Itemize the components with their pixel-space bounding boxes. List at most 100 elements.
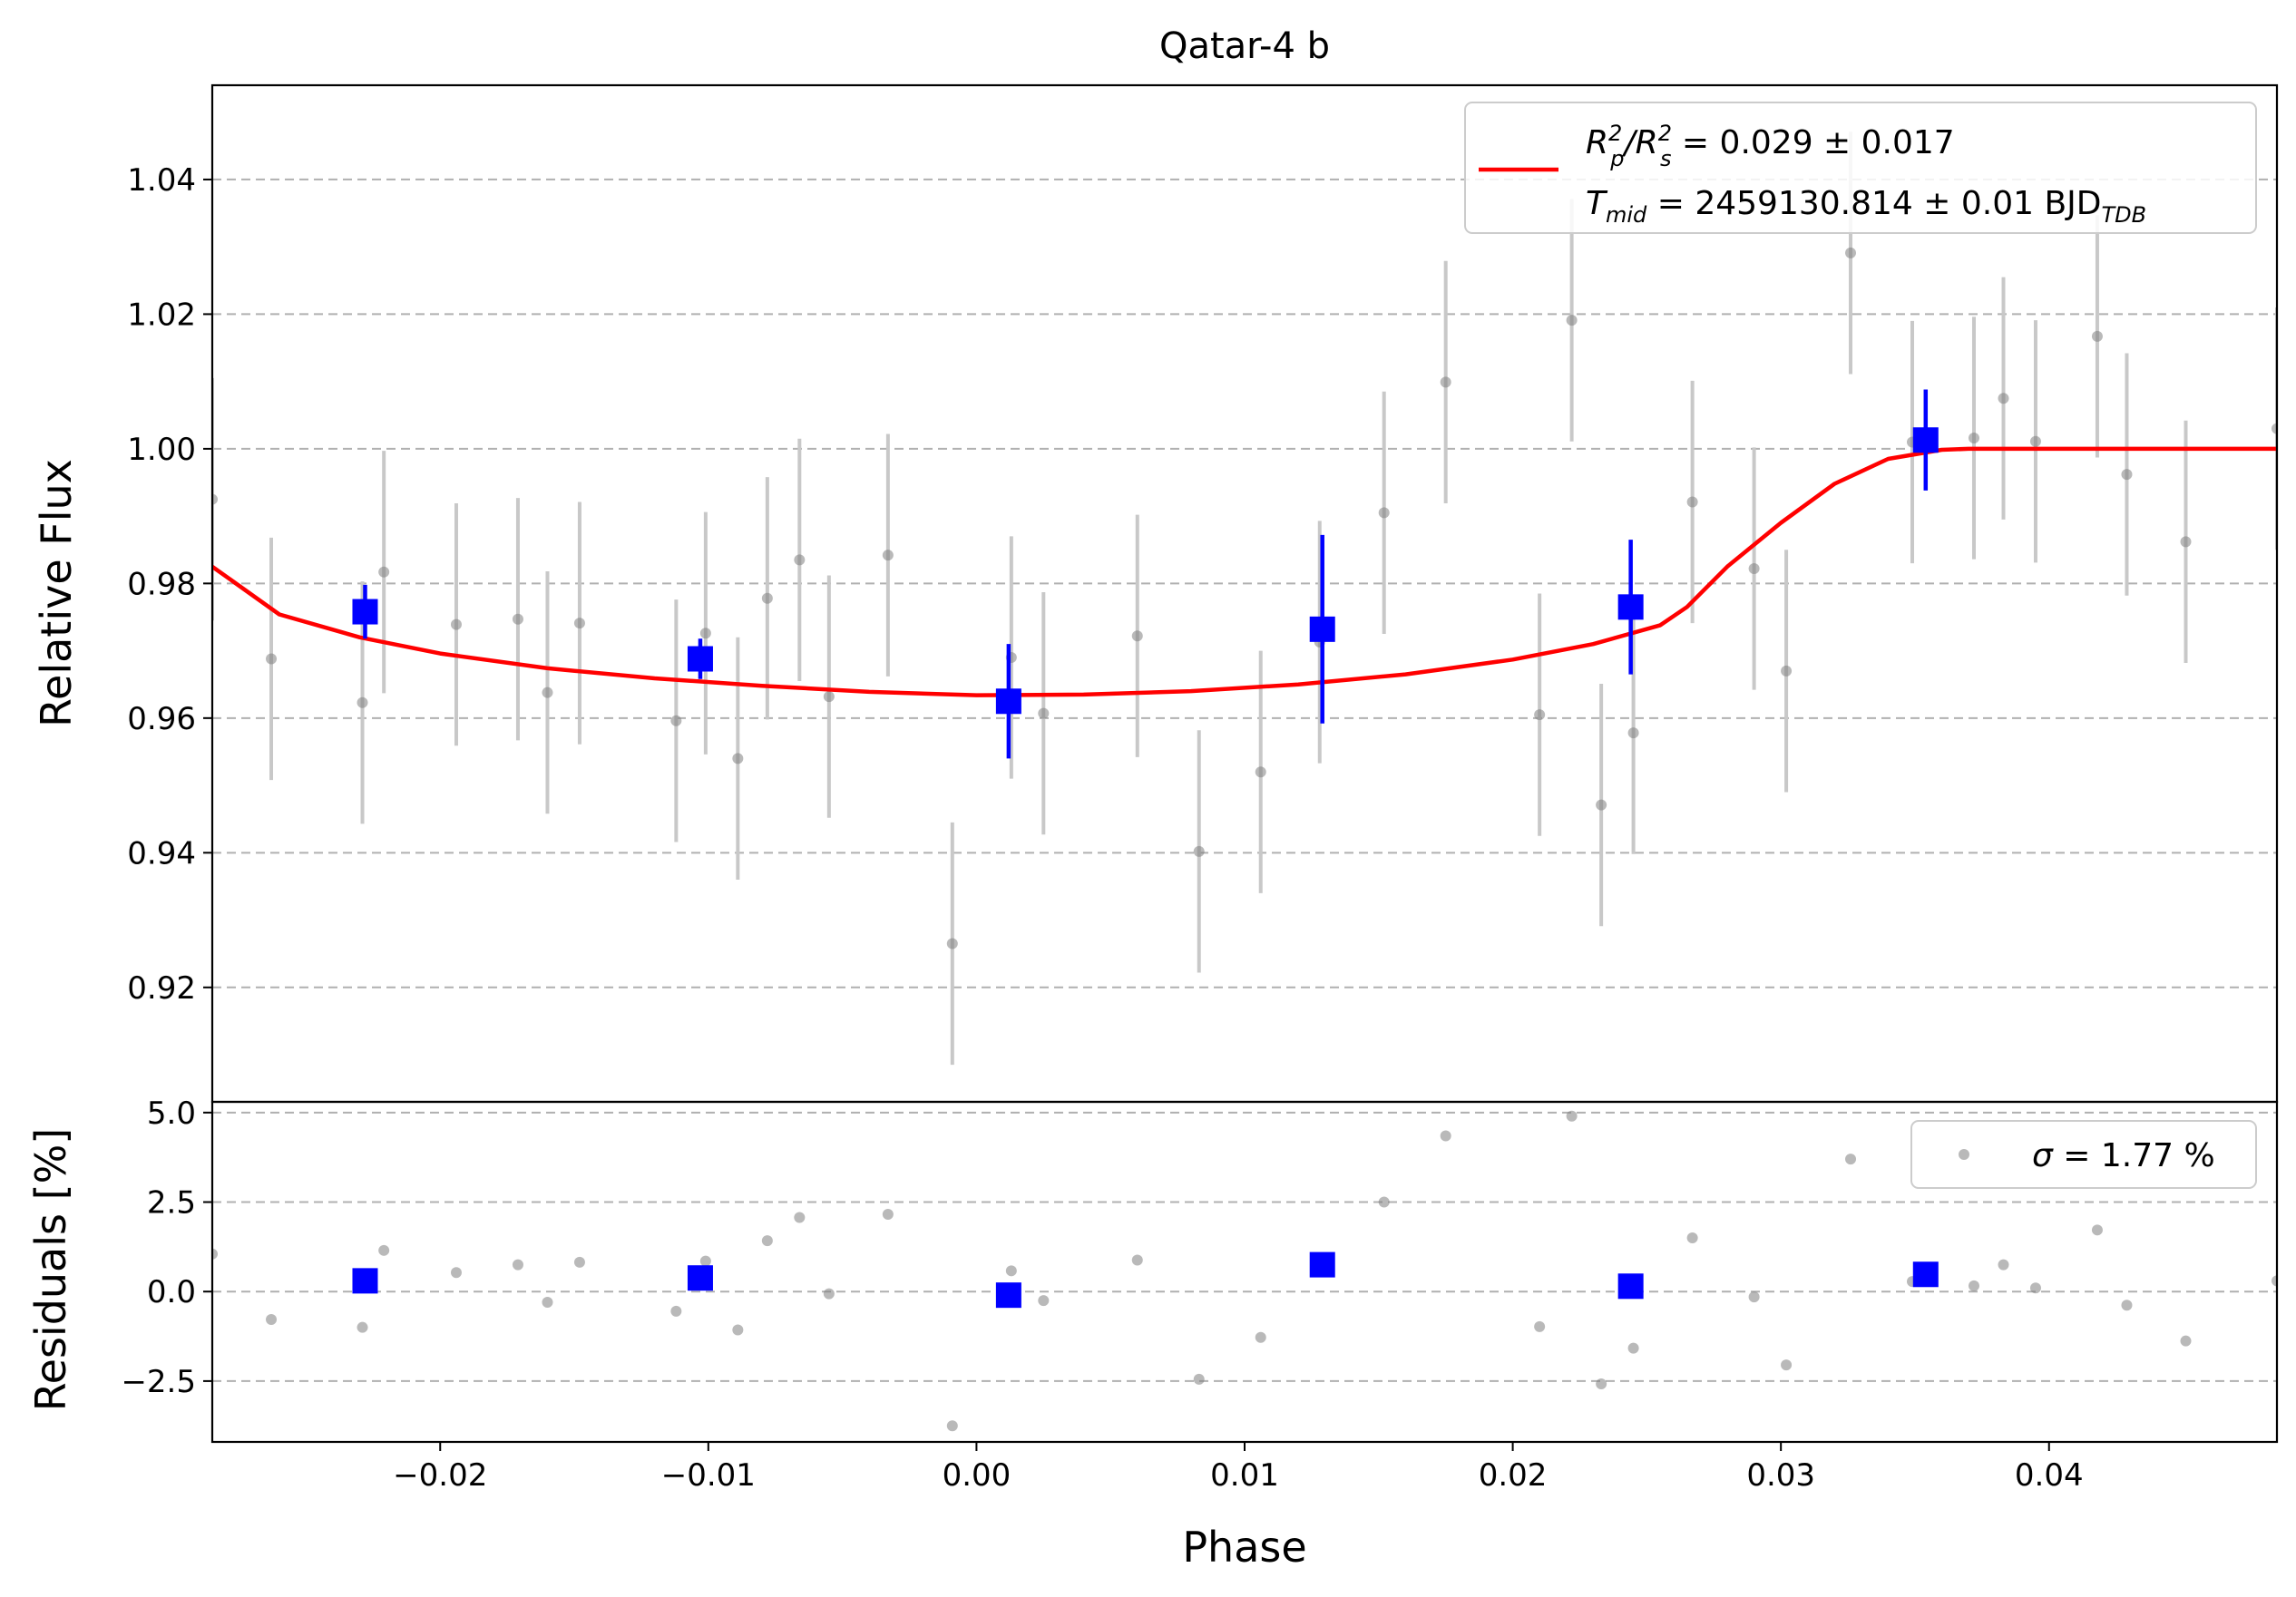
- residual-point: [450, 1267, 462, 1279]
- raw-point: [1131, 630, 1143, 642]
- raw-point: [212, 493, 218, 505]
- raw-point: [450, 618, 462, 630]
- bottom-y-tick-label: 5.0: [147, 1096, 196, 1132]
- x-tick-label: 0.00: [943, 1457, 1011, 1494]
- top-binned-points: [352, 389, 1939, 759]
- binned-point: [687, 646, 713, 672]
- x-tick-label: 0.01: [1210, 1457, 1279, 1494]
- raw-point: [1534, 709, 1546, 721]
- residual-point: [823, 1288, 835, 1300]
- residual-point: [794, 1212, 806, 1223]
- raw-point: [699, 628, 711, 639]
- residual-point: [1005, 1265, 1017, 1277]
- residual-point: [1627, 1342, 1639, 1354]
- raw-point: [357, 696, 368, 708]
- x-tick-label: 0.02: [1479, 1457, 1548, 1494]
- raw-point: [2180, 536, 2192, 548]
- chart-title: Qatar-4 b: [1159, 25, 1330, 67]
- residual-point: [1566, 1110, 1578, 1122]
- residual-point: [1255, 1331, 1266, 1343]
- bottom-grid: [212, 1111, 2277, 1382]
- raw-point: [542, 687, 553, 698]
- residual-point: [2029, 1282, 2041, 1294]
- binned-point: [1617, 594, 1644, 620]
- binned-residual-point: [995, 1282, 1021, 1309]
- svg-text:σ = 1.77 %: σ = 1.77 %: [2032, 1137, 2215, 1174]
- residual-point: [512, 1259, 523, 1271]
- binned-residual-point: [1617, 1273, 1644, 1300]
- raw-point: [1596, 799, 1607, 811]
- residual-point: [1781, 1359, 1793, 1371]
- raw-point: [2272, 423, 2277, 434]
- binned-residual-point: [352, 1268, 378, 1294]
- raw-point: [512, 613, 523, 625]
- raw-point: [1748, 563, 1760, 575]
- residual-point: [946, 1420, 958, 1432]
- raw-point: [1440, 376, 1451, 388]
- residual-point: [2121, 1300, 2133, 1311]
- x-tick-label: −0.02: [393, 1457, 487, 1494]
- svg-text:Tmid = 2459130.814 ± 0.01 BJDT: Tmid = 2459130.814 ± 0.01 BJDTDB: [1586, 185, 2146, 228]
- raw-point: [2029, 435, 2041, 447]
- raw-point: [1998, 393, 2009, 404]
- x-tick-label: 0.03: [1746, 1457, 1815, 1494]
- legend-raw-marker: [1959, 1149, 1969, 1160]
- raw-point: [882, 550, 894, 561]
- residual-point: [2272, 1275, 2277, 1287]
- top-y-ticks: 0.92 0.94 0.96 0.98 1.00 1.02 1.04: [127, 162, 212, 1007]
- top-legend: R2 p/R2 s = 0.029 ± 0.017 Tmid = 2459130.8…: [1464, 102, 2257, 234]
- binned-residual-point: [1309, 1251, 1335, 1278]
- raw-point: [266, 653, 278, 665]
- bottom-legend: σ = 1.77 %: [1910, 1120, 2257, 1189]
- residual-point: [1440, 1130, 1451, 1142]
- residual-point: [670, 1305, 682, 1317]
- bottom-y-tick-label: 2.5: [147, 1185, 196, 1222]
- raw-point: [761, 592, 773, 604]
- residual-point: [1748, 1291, 1760, 1303]
- raw-point: [670, 715, 682, 726]
- residual-point: [378, 1244, 390, 1256]
- top-y-tick-label: 1.02: [127, 297, 196, 333]
- residual-point: [1686, 1232, 1698, 1243]
- residual-point: [699, 1255, 711, 1267]
- residual-point: [1193, 1373, 1205, 1385]
- x-tick-label: 0.04: [2015, 1457, 2084, 1494]
- bottom-raw-points: [212, 1110, 2277, 1432]
- top-raw-points: [212, 131, 2277, 1066]
- binned-residual-point: [687, 1265, 713, 1291]
- top-y-axis-label: Relative Flux: [32, 459, 81, 727]
- x-ticks: −0.02 −0.01 0.00 0.01 0.02 0.03 0.04: [393, 1442, 2084, 1494]
- raw-point: [378, 566, 390, 578]
- residual-point: [1534, 1320, 1546, 1332]
- residual-point: [1131, 1254, 1143, 1266]
- raw-point: [2121, 469, 2133, 481]
- bottom-y-tick-label: 0.0: [147, 1274, 196, 1310]
- bottom-y-ticks: −2.5 0.0 2.5 5.0: [121, 1096, 212, 1400]
- residual-point: [732, 1324, 744, 1336]
- residual-point: [1038, 1295, 1050, 1307]
- binned-point: [1912, 427, 1939, 453]
- x-tick-label: −0.01: [661, 1457, 756, 1494]
- raw-point: [1566, 315, 1578, 326]
- residual-point: [1845, 1154, 1857, 1165]
- residual-point: [573, 1256, 585, 1268]
- raw-point: [1968, 433, 1979, 444]
- bottom-binned-points: [352, 1251, 1939, 1309]
- raw-point: [823, 691, 835, 703]
- residual-point: [1968, 1280, 1979, 1291]
- residual-point: [542, 1297, 553, 1309]
- svg-text:R2p/R2s = 0.029 ± 0.017: R2 p/R2 s = 0.029 ± 0.017: [1586, 121, 1955, 171]
- raw-point: [794, 554, 806, 566]
- raw-point: [1255, 766, 1266, 778]
- raw-point: [732, 753, 744, 764]
- raw-point: [1781, 665, 1793, 677]
- binned-residual-point: [1912, 1261, 1939, 1288]
- residual-point: [212, 1248, 218, 1260]
- raw-point: [1378, 507, 1390, 519]
- residual-point: [357, 1321, 368, 1333]
- residual-point: [761, 1235, 773, 1247]
- residual-point: [266, 1314, 278, 1325]
- transit-model-line: [212, 446, 2277, 697]
- residual-point: [882, 1208, 894, 1220]
